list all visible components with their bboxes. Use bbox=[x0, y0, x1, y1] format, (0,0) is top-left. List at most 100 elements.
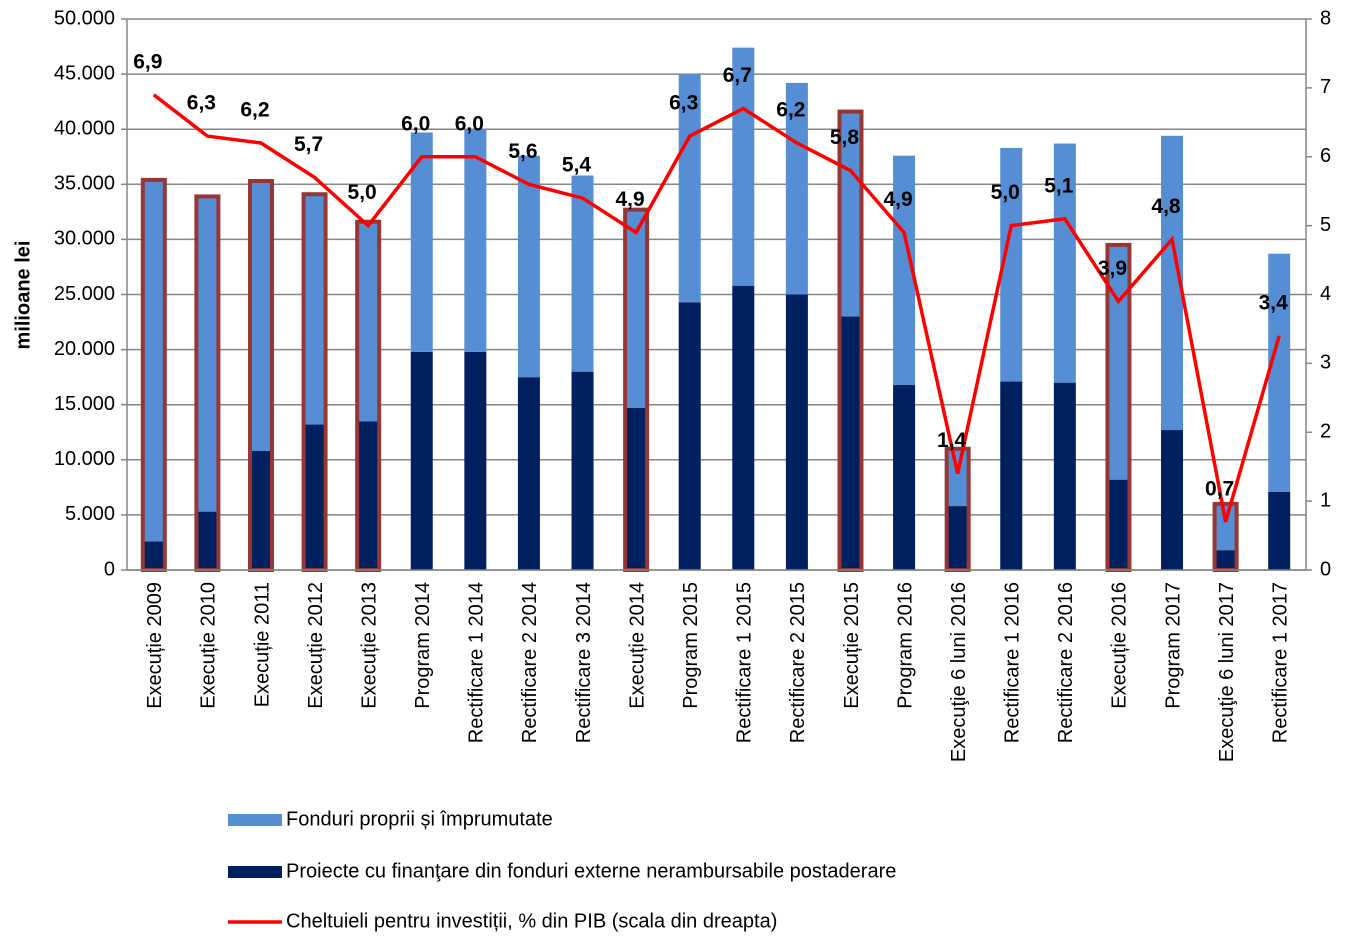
bar-segment bbox=[142, 541, 165, 570]
x-tick-label: Rectificare 1 2015 bbox=[734, 582, 756, 743]
legend-label: Cheltuieli pentru investiții, % din PIB … bbox=[286, 910, 777, 932]
x-tick-label: Rectificare 1 2016 bbox=[1002, 582, 1024, 743]
bar-segment bbox=[839, 316, 862, 570]
data-label: 6,2 bbox=[776, 99, 805, 122]
bar-segment bbox=[732, 47, 755, 286]
bar-segment bbox=[785, 294, 808, 570]
y2-tick-label: 4 bbox=[1320, 283, 1331, 305]
y2-tick-label: 7 bbox=[1320, 76, 1331, 98]
bar-segment bbox=[785, 82, 808, 295]
y2-tick-label: 2 bbox=[1320, 421, 1331, 443]
y-tick-label: 20.000 bbox=[54, 338, 115, 360]
y2-tick-label: 3 bbox=[1320, 352, 1331, 374]
data-label: 4,9 bbox=[616, 188, 645, 211]
bar-segment bbox=[1053, 143, 1076, 383]
bar-segment bbox=[249, 450, 272, 570]
data-label: 6,9 bbox=[133, 50, 162, 73]
bar-segment bbox=[571, 371, 594, 570]
data-label: 4,9 bbox=[883, 188, 912, 211]
bar-segment bbox=[142, 179, 165, 542]
x-tick-label: Execuţie 6 luni 2017 bbox=[1216, 582, 1238, 762]
data-label: 6,0 bbox=[401, 112, 430, 135]
data-label: 5,7 bbox=[294, 133, 323, 156]
bar-segment bbox=[625, 408, 648, 570]
bar-segment bbox=[1214, 550, 1237, 570]
x-tick-label: Program 2015 bbox=[680, 582, 702, 709]
bar-segment bbox=[893, 155, 916, 385]
bar-segment bbox=[1268, 253, 1291, 492]
data-label: 5,0 bbox=[348, 181, 377, 204]
x-tick-label: Execuție 2009 bbox=[144, 582, 166, 709]
x-tick-label: Execuție 2016 bbox=[1109, 582, 1131, 709]
x-tick-label: Execuție 2012 bbox=[305, 582, 327, 709]
bar-segment bbox=[1000, 147, 1023, 382]
bar-segment bbox=[410, 351, 433, 570]
bar-segment bbox=[1053, 382, 1076, 570]
data-label: 6,3 bbox=[669, 92, 698, 115]
legend-label: Proiecte cu finanţare din fonduri extern… bbox=[286, 860, 896, 882]
y-axis-title: milioane lei bbox=[12, 241, 34, 350]
x-tick-label: Program 2017 bbox=[1162, 582, 1184, 709]
x-tick-label: Execuție 2015 bbox=[841, 582, 863, 709]
x-tick-label: Execuție 2010 bbox=[198, 582, 220, 709]
data-label: 5,4 bbox=[562, 154, 592, 177]
bar-segment bbox=[946, 448, 969, 507]
x-tick-label: Execuţie 6 luni 2016 bbox=[948, 582, 970, 762]
y-tick-label: 45.000 bbox=[54, 62, 115, 84]
data-label: 0,7 bbox=[1205, 477, 1234, 500]
y-tick-label: 25.000 bbox=[54, 283, 115, 305]
x-tick-label: Rectificare 2 2015 bbox=[787, 582, 809, 743]
data-label: 5,0 bbox=[991, 181, 1020, 204]
data-label: 3,4 bbox=[1259, 291, 1289, 314]
bar-segment bbox=[839, 111, 862, 317]
legend-label: Fonduri proprii și împrumutate bbox=[286, 808, 553, 830]
y-tick-label: 15.000 bbox=[54, 393, 115, 415]
x-tick-label: Rectificare 1 2014 bbox=[466, 582, 488, 743]
y2-tick-label: 8 bbox=[1320, 7, 1331, 29]
bar-segment bbox=[1107, 244, 1130, 480]
bar-segment bbox=[357, 221, 380, 422]
x-tick-label: Rectificare 2 2014 bbox=[519, 582, 541, 743]
bar-segment bbox=[625, 209, 648, 409]
data-label: 5,8 bbox=[830, 126, 860, 149]
line bbox=[152, 93, 1281, 523]
bar-segment bbox=[249, 180, 272, 451]
bar-segment bbox=[1268, 491, 1291, 570]
y2-tick-label: 0 bbox=[1320, 558, 1331, 580]
bar-segment bbox=[1161, 135, 1184, 431]
bar-segment bbox=[464, 129, 487, 352]
y-tick-label: 40.000 bbox=[54, 117, 115, 139]
bar-segment bbox=[732, 285, 755, 570]
y-tick-label: 50.000 bbox=[54, 7, 115, 29]
bar-segment bbox=[517, 155, 540, 378]
bar-segment bbox=[571, 175, 594, 372]
bar-segment bbox=[1214, 503, 1237, 551]
data-label: 6,0 bbox=[455, 112, 484, 135]
bar-segment bbox=[196, 196, 219, 512]
bar-segment bbox=[1107, 479, 1130, 570]
bar-segment bbox=[410, 132, 433, 352]
bar-segment bbox=[464, 351, 487, 570]
y-tick-label: 5.000 bbox=[65, 503, 115, 525]
data-label: 1,4 bbox=[937, 429, 967, 452]
x-tick-label: Execuție 2014 bbox=[626, 582, 648, 709]
y-tick-label: 10.000 bbox=[54, 448, 115, 470]
x-tick-label: Rectificare 1 2017 bbox=[1269, 582, 1291, 743]
y2-tick-label: 6 bbox=[1320, 145, 1331, 167]
bar-segment bbox=[893, 384, 916, 570]
y-tick-label: 0 bbox=[104, 558, 115, 580]
x-tick-label: Rectificare 3 2014 bbox=[573, 582, 595, 743]
data-label: 5,1 bbox=[1044, 174, 1074, 197]
legend-swatch bbox=[228, 866, 282, 878]
data-label: 4,8 bbox=[1151, 195, 1181, 218]
y-tick-label: 30.000 bbox=[54, 228, 115, 250]
data-label: 3,9 bbox=[1098, 257, 1127, 280]
y-tick-label: 35.000 bbox=[54, 173, 115, 195]
data-label: 5,6 bbox=[508, 140, 537, 163]
legend-swatch bbox=[228, 814, 282, 826]
bar-segment bbox=[517, 377, 540, 570]
data-label: 6,3 bbox=[187, 92, 216, 115]
bar-segment bbox=[678, 302, 701, 570]
y2-tick-label: 5 bbox=[1320, 214, 1331, 236]
